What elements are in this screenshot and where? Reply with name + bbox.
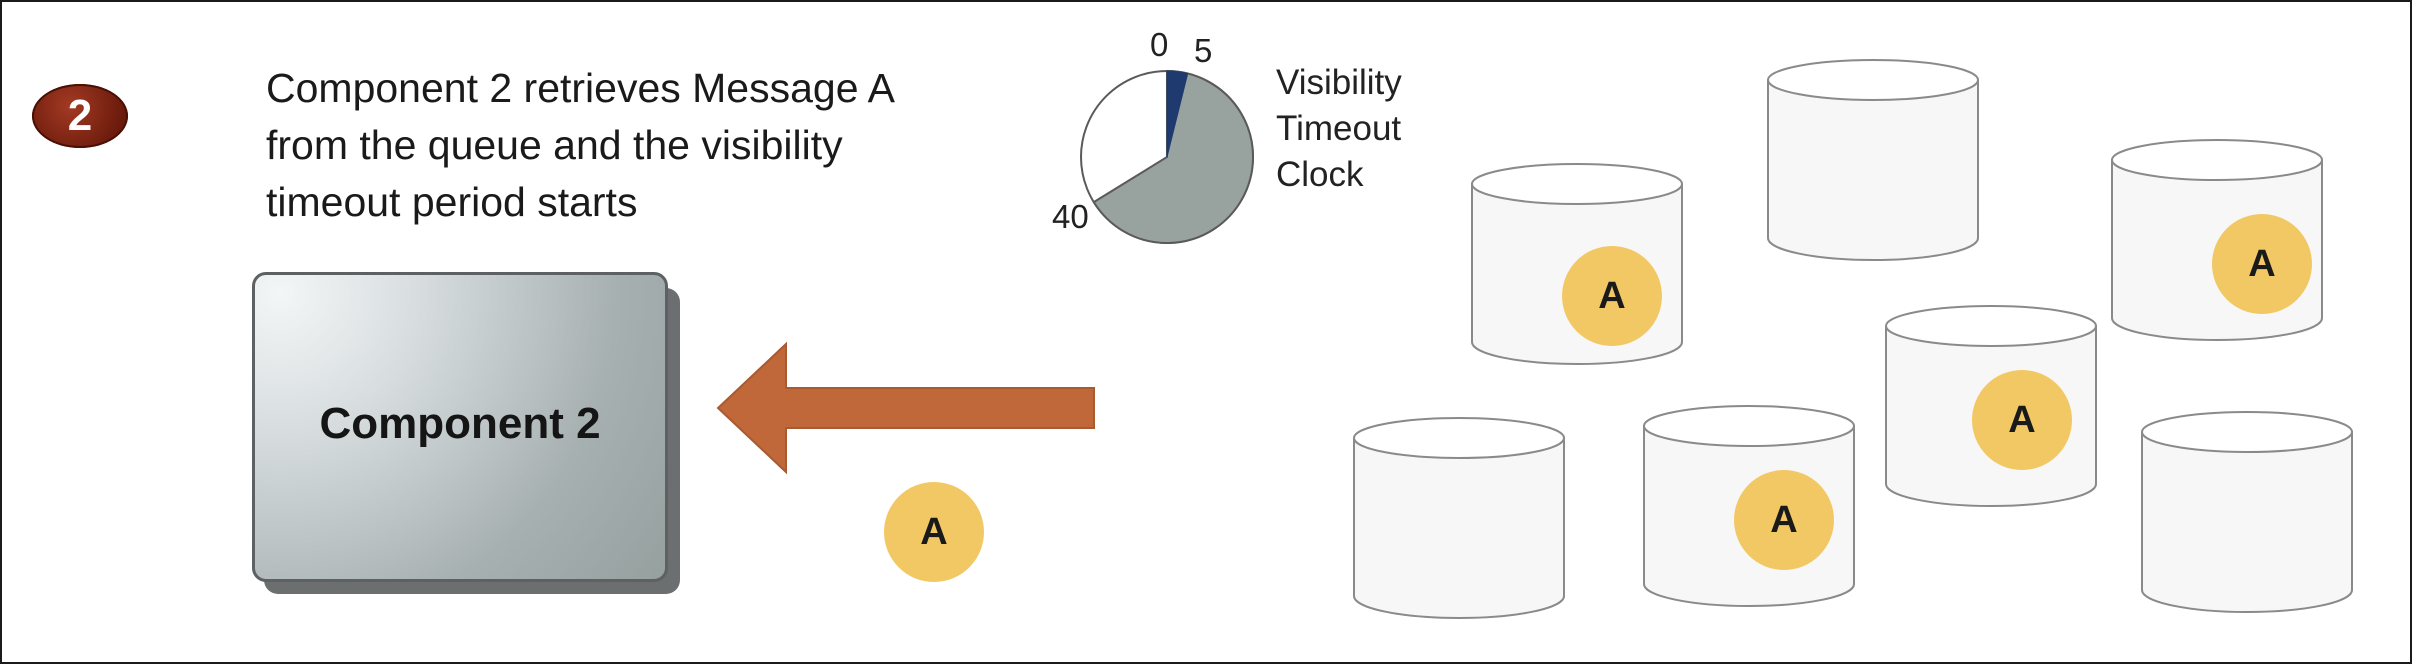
caption-line-2: from the queue and the visibility (266, 122, 843, 168)
clock-tick-timeout: 40 (1052, 198, 1089, 235)
queue-message-token: A (1734, 470, 1834, 570)
component-label: Component 2 (319, 399, 601, 448)
queue-server-6: A (1642, 404, 1856, 608)
clock-tick-elapsed: 5 (1194, 32, 1213, 69)
queue-message-token: A (1562, 246, 1662, 346)
clock-label-line-2: Timeout (1276, 109, 1402, 148)
queue-server-1: A (1470, 162, 1684, 366)
message-a-token: A (884, 482, 984, 582)
queue-server-3: A (2110, 138, 2324, 342)
clock-label-line-3: Clock (1276, 155, 1364, 194)
component-box: Component 2 (252, 272, 668, 582)
queue-server-7 (2140, 410, 2354, 614)
cylinder-icon (1767, 59, 1979, 261)
caption-line-1: Component 2 retrieves Message A (266, 65, 895, 111)
step-caption: Component 2 retrieves Message A from the… (266, 60, 1046, 231)
clock-elapsed-sector (1166, 70, 1189, 158)
caption-line-3: timeout period starts (266, 179, 638, 225)
clock-remaining-sector (1092, 69, 1255, 244)
clock-label-line-1: Visibility (1276, 63, 1402, 102)
clock-tick-start: 0 (1150, 26, 1169, 63)
queue-server-5 (1352, 416, 1566, 620)
queue-server-2 (1766, 58, 1980, 262)
queue-server-4: A (1884, 304, 2098, 508)
queue-message-token: A (1972, 370, 2072, 470)
queue-message-token: A (2212, 214, 2312, 314)
cylinder-icon (2141, 411, 2353, 613)
retrieve-arrow (716, 341, 1095, 475)
cylinder-icon (1353, 417, 1565, 619)
visibility-timeout-clock (1080, 69, 1255, 244)
step-number-badge: 2 (32, 84, 128, 148)
clock-label: Visibility Timeout Clock (1276, 60, 1402, 198)
